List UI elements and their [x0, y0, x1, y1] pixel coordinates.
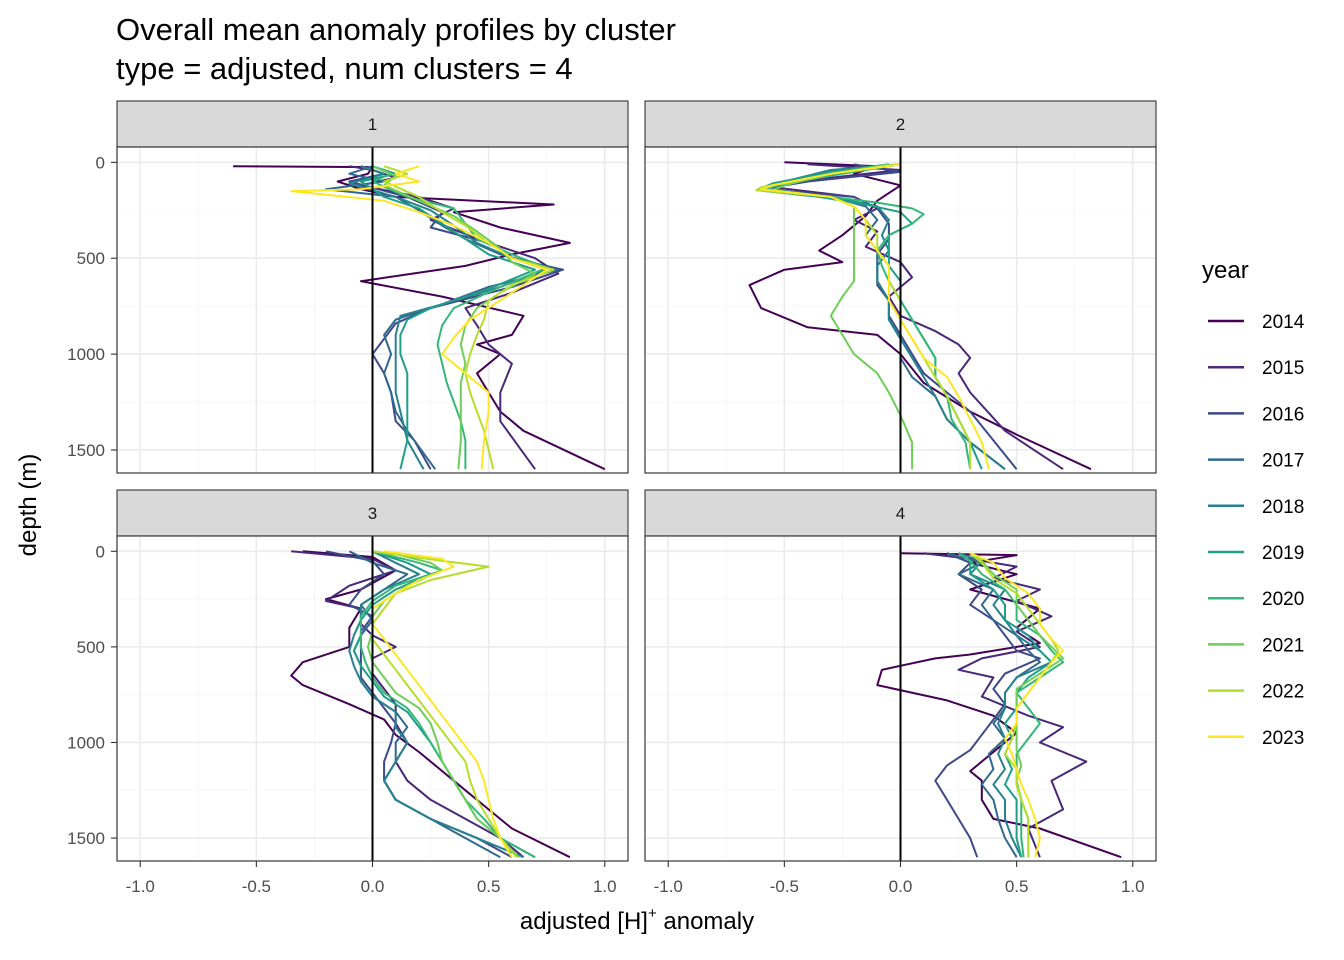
facet-strip-label: 4	[896, 504, 905, 523]
legend-label: 2022	[1262, 682, 1304, 703]
series-line-2022	[383, 165, 555, 470]
series-line-2018	[958, 552, 1053, 858]
series-line-2018	[348, 550, 524, 859]
legend-title: year	[1202, 257, 1249, 284]
panel-border	[644, 146, 1157, 474]
series-line-2022	[371, 550, 518, 858]
series-line-2016	[934, 552, 1041, 858]
facet-strip	[116, 100, 629, 148]
y-tick-label: 1000	[67, 345, 105, 364]
legend-label: 2017	[1262, 451, 1304, 472]
x-tick-label: 0.0	[361, 877, 385, 896]
legend-label: 2023	[1262, 728, 1304, 749]
facet-strip-label: 1	[368, 115, 377, 134]
legend-label: 2014	[1262, 312, 1305, 333]
facet-strip	[644, 489, 1157, 537]
legend-item-2014: 2014	[1208, 312, 1305, 333]
series-line-2023	[371, 550, 513, 858]
legend-label: 2016	[1262, 404, 1304, 425]
facet-panel-4: 4	[644, 489, 1157, 867]
legend-item-2019: 2019	[1208, 543, 1304, 564]
x-tick-label: 0.5	[1005, 877, 1029, 896]
legend-item-2016: 2016	[1208, 404, 1304, 425]
series-line-2023	[760, 163, 990, 470]
facet-strip	[644, 100, 1157, 148]
x-tick-label: 0.5	[477, 877, 501, 896]
legend-label: 2021	[1262, 635, 1304, 656]
series-line-2015	[923, 552, 1088, 858]
x-tick-label: 1.0	[1121, 877, 1145, 896]
y-tick-label: 0	[96, 153, 105, 172]
x-axis-title: adjusted [H]+ anomaly	[520, 905, 754, 935]
legend-item-2018: 2018	[1208, 497, 1304, 518]
legend-label: 2015	[1262, 358, 1304, 379]
facet-strip-label: 3	[368, 504, 377, 523]
legend-label: 2018	[1262, 497, 1304, 518]
legend-item-2022: 2022	[1208, 682, 1304, 703]
facet-panel-2: 2	[644, 100, 1157, 474]
panel-border	[116, 146, 629, 474]
y-tick-label: 1000	[67, 733, 105, 752]
series-line-2014	[233, 165, 606, 471]
x-tick-label: -1.0	[654, 877, 683, 896]
x-tick-labels: -1.0 -0.5 0.0 0.5 1.0 -1.0 -0.5 0.0 0.5 1.0	[126, 877, 1145, 896]
series-line-2015	[771, 163, 1064, 471]
facet-panel-1: 1	[111, 100, 629, 474]
y-tick-label: 500	[77, 249, 105, 268]
legend-label: 2020	[1262, 589, 1304, 610]
legend-label: 2019	[1262, 543, 1304, 564]
legend-item-2017: 2017	[1208, 451, 1304, 472]
facet-strip	[116, 489, 629, 537]
series-line-2020	[371, 165, 548, 470]
facet-panels: 1 2 3 4	[111, 100, 1157, 867]
chart-subtitle: type = adjusted, num clusters = 4	[116, 51, 573, 86]
legend-item-2015: 2015	[1208, 358, 1304, 379]
x-axis-title-suffix: anomaly	[657, 908, 754, 935]
y-tick-label: 500	[77, 638, 105, 657]
x-tick-label: -1.0	[126, 877, 155, 896]
x-tick-label: 1.0	[593, 877, 617, 896]
legend-item-2021: 2021	[1208, 635, 1304, 656]
x-tick-label: -0.5	[242, 877, 271, 896]
series-line-2019	[359, 165, 537, 470]
series-line-2014	[290, 550, 571, 859]
x-axis-title-superscript: +	[648, 905, 657, 922]
legend: year 2014 2015 2016 2017 2018 2019 2020 2021 202…	[1202, 257, 1305, 749]
x-axis-title-main: adjusted [H]	[520, 908, 648, 935]
y-tick-labels: 0 500 1000 1500 0 500 1000 1500	[67, 153, 105, 848]
y-tick-label: 0	[96, 542, 105, 561]
y-tick-label: 1500	[67, 829, 105, 848]
x-tick-label: -0.5	[770, 877, 799, 896]
series-line-2023	[969, 552, 1065, 858]
series-line-2023	[290, 165, 548, 470]
facet-strip-label: 2	[896, 115, 905, 134]
legend-item-2020: 2020	[1208, 589, 1304, 610]
x-tick-label: 0.0	[889, 877, 913, 896]
facet-panel-3: 3	[111, 489, 629, 867]
y-axis-title: depth (m)	[15, 454, 42, 557]
legend-item-2023: 2023	[1208, 728, 1304, 749]
y-tick-label: 1500	[67, 441, 105, 460]
chart-title: Overall mean anomaly profiles by cluster	[116, 12, 676, 47]
